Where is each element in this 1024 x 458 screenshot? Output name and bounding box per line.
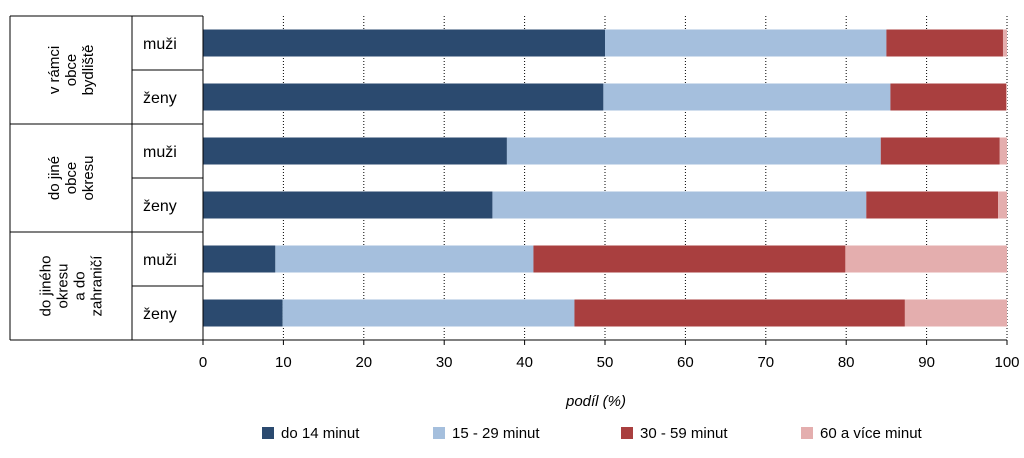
bar-segment [1006,83,1007,111]
category-label: muži [143,144,177,161]
bar-segment [203,83,604,111]
bar-segment [999,137,1007,165]
legend-item: 60 a více minut [801,425,923,442]
legend-item: 15 - 29 minut [433,425,540,442]
legend-item: do 14 minut [262,425,360,442]
legend-label: do 14 minut [281,425,360,442]
group-label-line: bydliště [80,45,97,96]
bar-segment [282,299,575,327]
bar-segment [203,191,493,219]
group-label-line: do jiné [46,156,63,200]
bar-segment [1002,29,1007,57]
group-label: do jiné obce okresu [46,155,97,200]
legend-swatch [262,427,274,439]
bar-segment [866,191,999,219]
group-label: v rámci obce bydliště [46,45,97,96]
legend: do 14 minut 15 - 29 minut 30 - 59 minut 60 … [262,425,923,442]
bar-segment [890,83,1007,111]
bar-segment [845,245,1007,273]
group-label-line: obce [63,54,80,87]
x-tick-label: 0 [199,354,207,371]
bar-segment [886,29,1003,57]
legend-label: 30 - 59 minut [640,425,728,442]
group-label-line: do jiného [38,256,55,317]
x-tick-label: 40 [516,354,533,371]
bars [203,29,1007,327]
bar-segment [275,245,534,273]
x-axis-label: podíl (%) [565,393,626,410]
bar-segment [533,245,846,273]
bar-segment [506,137,881,165]
x-tick-label: 80 [838,354,855,371]
x-tick-label: 100 [994,354,1019,371]
category-label: ženy [143,90,177,107]
group-label-line: v rámci [46,46,63,94]
group-label-line: okresu [80,155,97,200]
category-label: ženy [143,306,177,323]
bar-segment [605,29,887,57]
bar-segment [203,29,605,57]
group-label-line: obce [63,162,80,195]
category-label: muži [143,36,177,53]
legend-item: 30 - 59 minut [621,425,728,442]
category-label: ženy [143,198,177,215]
bar-segment [203,137,507,165]
grid-lines [282,16,1008,340]
x-axis: 0 10 20 30 40 50 60 70 80 90 100 [10,16,1020,371]
bar-segment [904,299,1007,327]
row-header-frame [9,15,203,340]
x-tick-label: 50 [597,354,614,371]
group-label: do jiného okresu a do zahraničí [38,255,106,317]
category-label: muži [143,252,177,269]
x-tick-label: 10 [275,354,292,371]
bar-segment [603,83,891,111]
legend-label: 60 a více minut [820,425,923,442]
group-label-line: okresu [55,263,72,308]
x-tick-label: 70 [757,354,774,371]
bar-segment [574,299,905,327]
bar-segment [203,245,276,273]
x-tick-label: 60 [677,354,694,371]
bar-segment [998,191,1007,219]
group-label-line: zahraničí [89,255,106,317]
legend-swatch [801,427,813,439]
x-tick-label: 90 [918,354,935,371]
x-tick-label: 20 [355,354,372,371]
legend-label: 15 - 29 minut [452,425,540,442]
bar-segment [203,299,283,327]
x-tick-label: 30 [436,354,453,371]
legend-swatch [433,427,445,439]
bar-segment [880,137,1000,165]
legend-swatch [621,427,633,439]
group-label-line: a do [72,271,89,300]
bar-segment [492,191,867,219]
